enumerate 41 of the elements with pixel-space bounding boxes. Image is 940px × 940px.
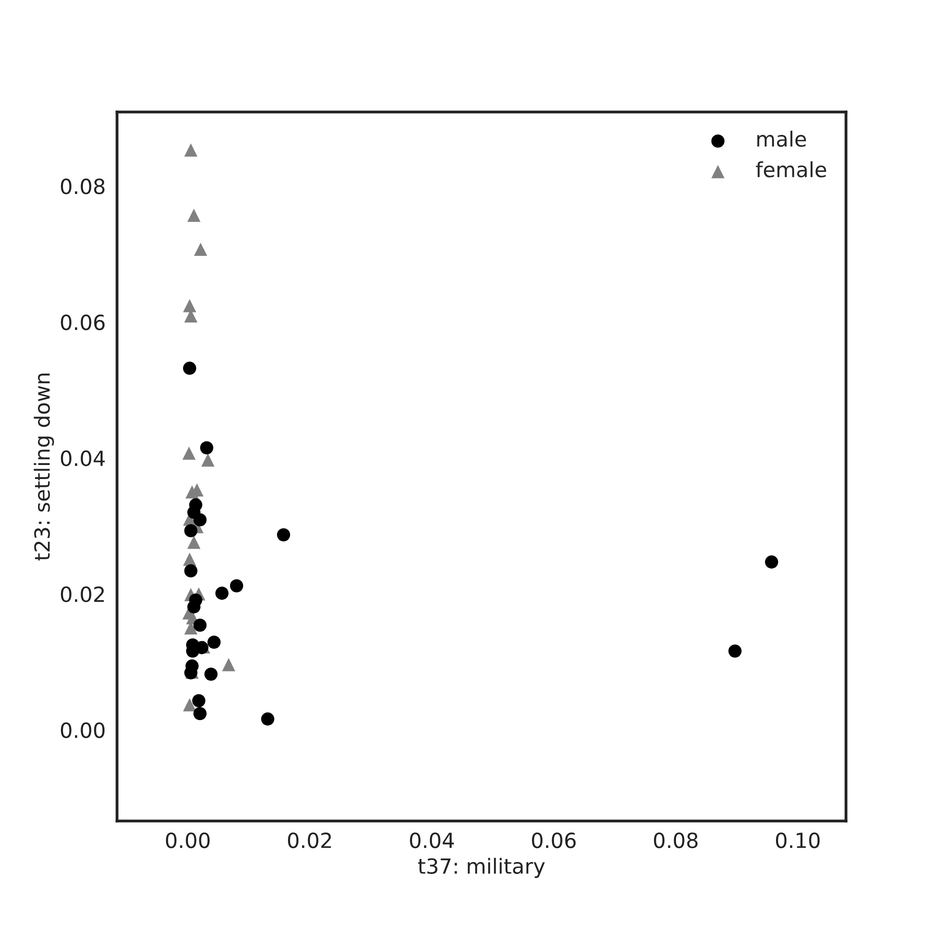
point xyxy=(184,564,198,578)
point xyxy=(207,636,221,649)
point xyxy=(222,658,236,672)
point xyxy=(230,579,244,592)
x-tick-label: 0.02 xyxy=(288,832,331,848)
point xyxy=(193,707,207,720)
y-tick-label: 0.06 xyxy=(60,314,105,330)
point xyxy=(764,555,778,569)
point xyxy=(187,600,200,614)
point xyxy=(183,698,196,712)
point xyxy=(276,528,290,542)
y-axis-title: t23: settling down xyxy=(34,374,54,560)
point xyxy=(261,712,274,726)
x-axis-title: t37: military xyxy=(418,858,545,878)
x-tick-label: 0.00 xyxy=(166,832,210,848)
point xyxy=(728,644,742,658)
point xyxy=(184,524,198,538)
point xyxy=(193,513,207,526)
y-tick-label: 0.02 xyxy=(60,586,104,602)
point xyxy=(187,536,200,549)
point xyxy=(192,694,206,708)
x-tick-label: 0.08 xyxy=(654,832,698,848)
point xyxy=(201,453,215,467)
y-tick-label: 0.00 xyxy=(60,722,105,738)
point xyxy=(194,242,208,256)
point xyxy=(183,362,196,375)
legend-label: female xyxy=(756,161,826,178)
point xyxy=(200,441,214,454)
point xyxy=(183,299,196,312)
x-tick-label: 0.06 xyxy=(532,832,576,848)
point xyxy=(184,143,198,157)
x-tick-label: 0.10 xyxy=(776,832,820,848)
legend-label: male xyxy=(757,130,806,147)
point xyxy=(204,668,218,681)
x-tick-label: 0.04 xyxy=(410,832,454,848)
point xyxy=(215,586,229,600)
y-tick-label: 0.04 xyxy=(60,450,105,466)
point xyxy=(182,446,196,460)
point xyxy=(193,618,207,632)
y-tick-label: 0.08 xyxy=(60,178,104,194)
point xyxy=(187,208,200,222)
